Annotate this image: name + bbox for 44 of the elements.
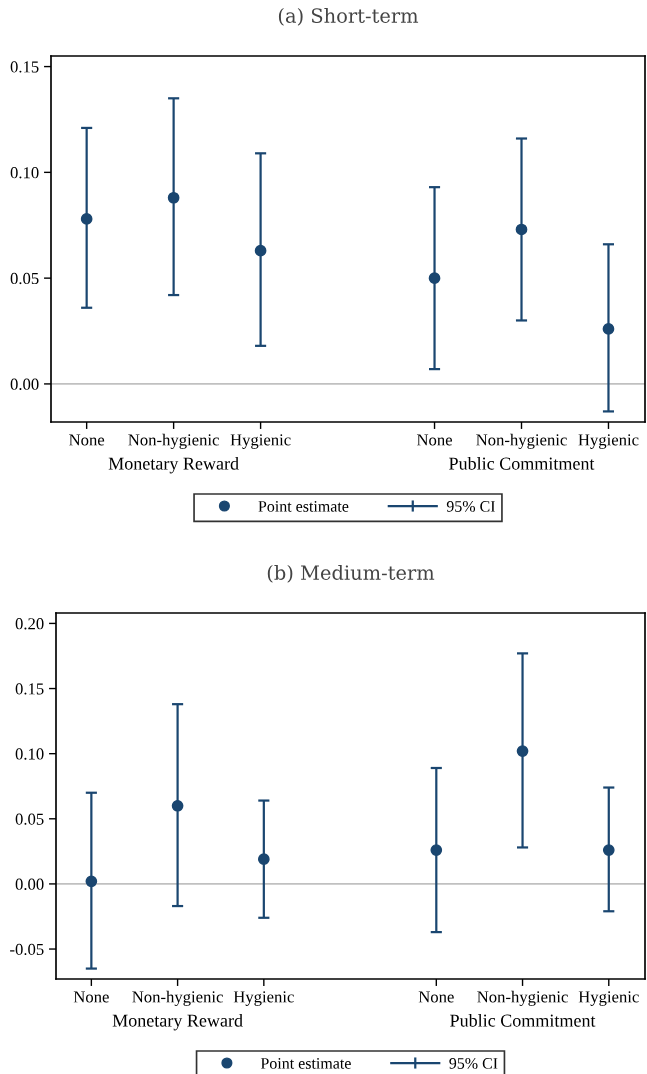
y-tick-label: 0.05 [15, 813, 44, 825]
point [602, 323, 615, 335]
point [85, 875, 98, 888]
x-tick-label: Hygienic [578, 991, 639, 1006]
y-tick-label: 0.10 [15, 748, 44, 760]
x-tick-label: Non-hygienic [477, 990, 568, 1006]
x-tick-label: None [416, 434, 453, 446]
y-tick-label: 0.15 [15, 683, 44, 695]
point [515, 223, 528, 236]
text: Monetary Reward [112, 1013, 243, 1031]
legend-label: Point estimate [260, 1058, 351, 1069]
text: 95% CI [446, 500, 495, 512]
x-tick-label: Hygienic [230, 434, 291, 449]
y-tick-label: 0.00 [10, 378, 39, 390]
text: Public Commitment [449, 457, 595, 470]
x-tick-label: None [418, 991, 454, 1003]
text: Public Commitment [450, 1014, 596, 1027]
chart-title: (a) Short-term [278, 7, 419, 26]
y-tick-label: -0.05 [10, 943, 44, 956]
point [254, 244, 267, 257]
point [257, 853, 270, 866]
point [80, 213, 93, 225]
x-tick-label: Non-hygienic [128, 433, 219, 449]
point [430, 844, 443, 856]
x-tick-label: None [73, 991, 109, 1003]
y-tick-label: 0.05 [10, 272, 39, 285]
point [171, 799, 184, 812]
y-tick-label: 0.20 [15, 618, 44, 630]
x-tick-label: None [69, 434, 105, 446]
legend-label: Point estimate [258, 501, 349, 512]
point [428, 272, 441, 284]
point [602, 844, 615, 856]
x-tick-label: Non-hygienic [476, 433, 567, 449]
chart-title: (b) Medium-term [267, 564, 435, 583]
text: 95% CI [449, 1057, 498, 1069]
point [516, 745, 529, 757]
y-tick-label: 0.00 [15, 878, 44, 890]
y-tick-label: 0.10 [10, 167, 39, 179]
x-tick-label: Hygienic [578, 434, 639, 449]
x-tick-label: Non-hygienic [132, 990, 223, 1006]
point [167, 191, 180, 204]
y-tick-label: 0.15 [10, 61, 39, 73]
x-tick-label: Hygienic [233, 991, 294, 1006]
text: Monetary Reward [108, 456, 239, 474]
